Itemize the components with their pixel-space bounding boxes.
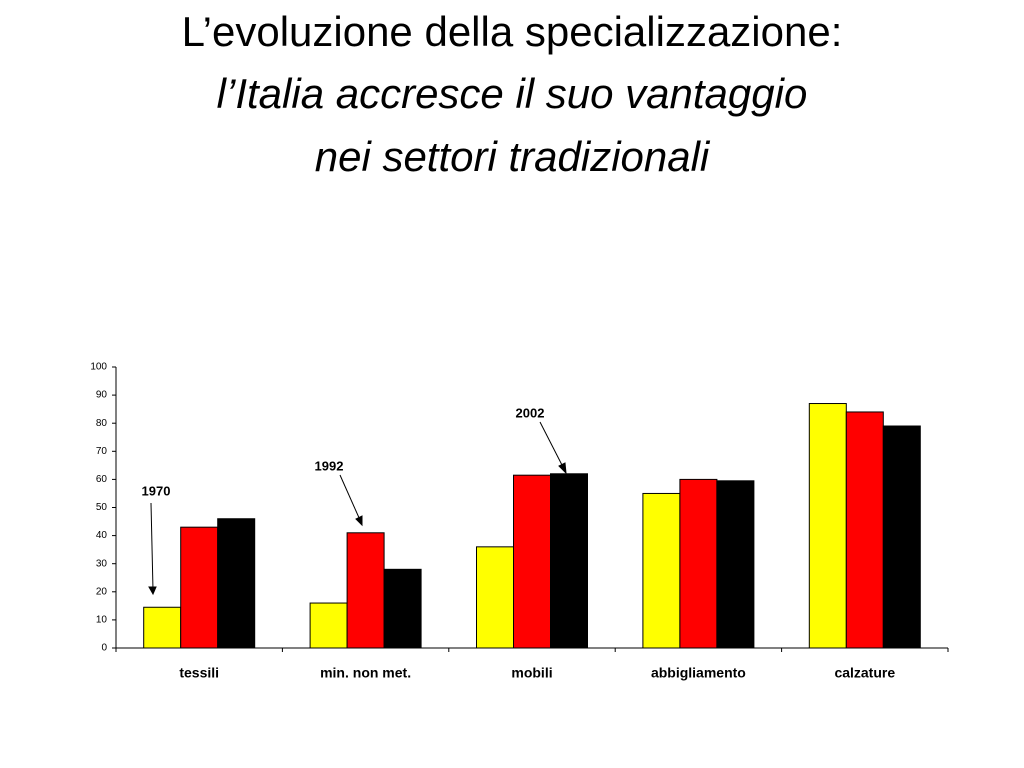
series-label: 1970 xyxy=(142,483,171,498)
x-tick-label: tessili xyxy=(179,665,219,681)
subtitle: l’Italia accresce il suo vantaggio xyxy=(217,70,808,117)
subtitle: nei settori tradizionali xyxy=(315,133,711,180)
series-label: 2002 xyxy=(516,405,545,420)
annotations xyxy=(148,421,567,596)
title: L’evoluzione della specializzazione: xyxy=(182,8,843,55)
y-tick-label: 0 xyxy=(101,643,107,654)
arrow xyxy=(150,502,154,591)
x-tick-label: min. non met. xyxy=(320,665,411,681)
y-tick-label: 20 xyxy=(96,586,108,597)
bar xyxy=(845,411,884,649)
bar xyxy=(346,532,385,649)
arrow xyxy=(539,421,564,468)
bar xyxy=(679,478,718,649)
bar xyxy=(309,602,348,649)
bar xyxy=(642,492,681,649)
bar xyxy=(513,474,551,649)
y-tick-label: 50 xyxy=(96,502,108,513)
y-tick-label: 80 xyxy=(96,418,108,429)
x-tick-label: abbigliamento xyxy=(651,665,746,681)
bar xyxy=(180,526,219,649)
y-tick-label: 90 xyxy=(96,390,108,401)
bar xyxy=(383,568,422,649)
y-tick-label: 60 xyxy=(96,474,108,485)
bar xyxy=(882,425,921,649)
y-tick-label: 40 xyxy=(96,530,108,541)
y-tick-label: 100 xyxy=(90,362,107,373)
arrow xyxy=(339,474,361,521)
x-tick-label: calzature xyxy=(834,665,895,681)
bar xyxy=(217,518,256,649)
bar xyxy=(808,403,847,649)
y-tick-label: 70 xyxy=(96,446,108,457)
plot: 0 10 20 30 40 50 60 70 80 90 100 tessili min. non me… xyxy=(90,362,949,681)
arrow-head xyxy=(148,586,157,596)
bar xyxy=(476,546,514,649)
y-tick-label: 10 xyxy=(96,615,108,626)
x-tick-label: mobili xyxy=(511,665,552,681)
arrow-head xyxy=(355,515,363,527)
arrow-head xyxy=(558,462,567,475)
series-label: 1992 xyxy=(315,458,344,473)
bar xyxy=(550,473,588,649)
bar xyxy=(143,606,182,649)
bar xyxy=(716,480,755,649)
y-tick-label: 30 xyxy=(96,558,108,569)
